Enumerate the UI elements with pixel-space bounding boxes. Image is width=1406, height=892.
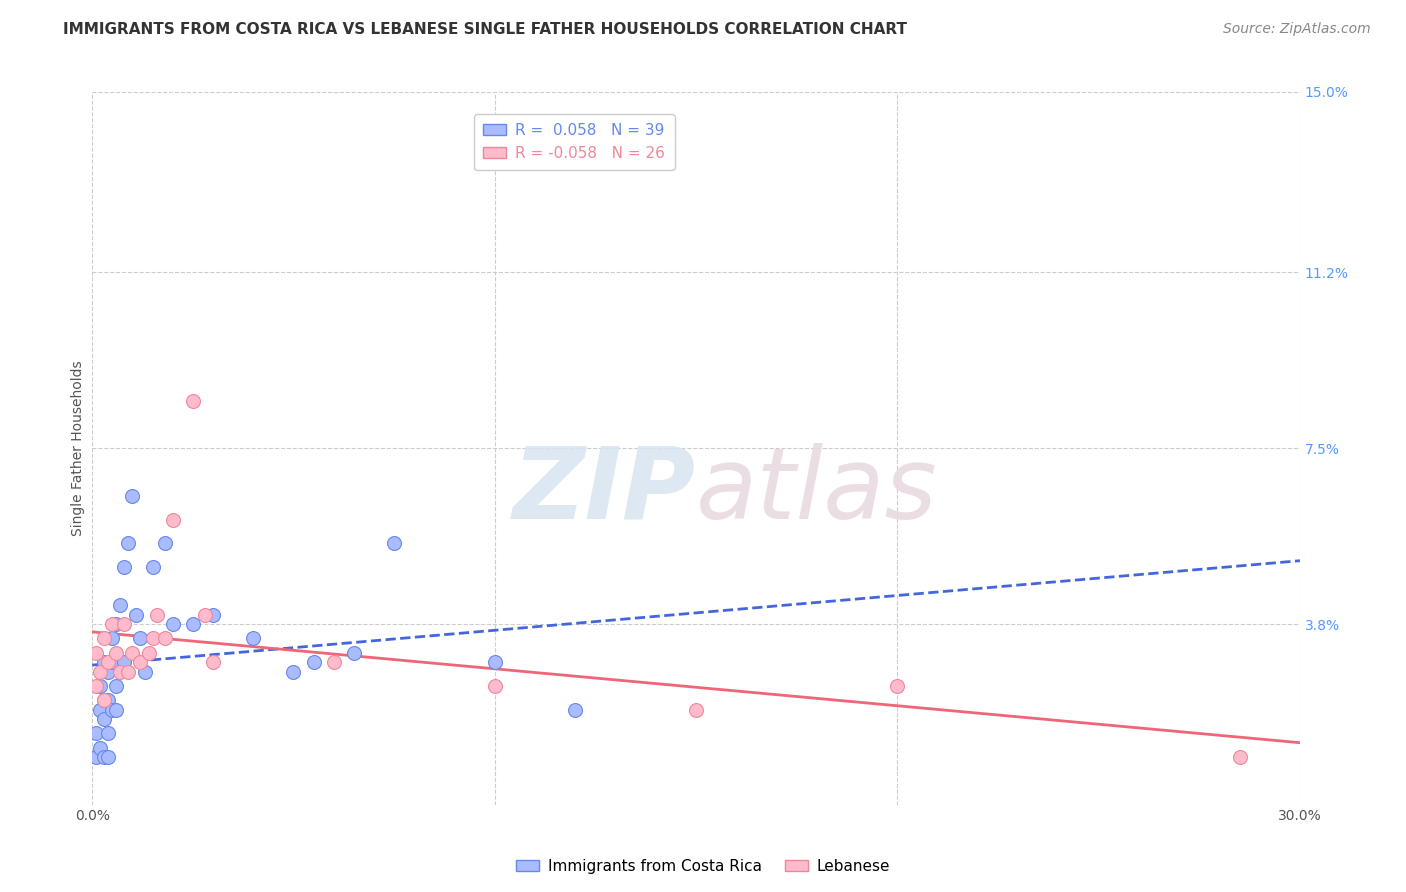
Point [93,750,115,764]
Point [105,617,128,632]
Point [105,679,128,693]
Point [97,750,120,764]
Point [886,679,908,693]
Y-axis label: Single Father Households: Single Father Households [72,360,86,536]
Point [343,646,366,660]
Point [283,665,305,679]
Point [181,393,204,408]
Point [89,679,111,693]
Point [153,632,176,646]
Point [101,702,124,716]
Point [242,632,264,646]
Point [101,617,124,632]
Point [322,655,344,669]
Point [134,665,156,679]
Point [484,679,506,693]
Point [84,679,107,693]
Point [84,646,107,660]
Point [121,646,143,660]
Point [110,598,132,612]
Point [84,750,107,764]
Point [685,702,707,716]
Point [484,655,506,669]
Point [142,632,165,646]
Point [93,655,115,669]
Point [129,632,152,646]
Point [117,536,139,550]
Point [97,655,120,669]
Point [145,607,167,622]
Text: atlas: atlas [696,442,938,540]
Point [101,655,124,669]
Point [201,607,224,622]
Point [93,693,115,707]
Text: ZIP: ZIP [513,442,696,540]
Point [89,702,111,716]
Point [89,740,111,755]
Point [201,655,224,669]
Point [97,693,120,707]
Legend: R =  0.058   N = 39, R = -0.058   N = 26: R = 0.058 N = 39, R = -0.058 N = 26 [474,114,675,169]
Point [125,607,148,622]
Point [162,617,184,632]
Point [101,632,124,646]
Point [93,693,115,707]
Point [110,665,132,679]
Point [97,665,120,679]
Point [105,646,128,660]
Point [112,655,135,669]
Legend: Immigrants from Costa Rica, Lebanese: Immigrants from Costa Rica, Lebanese [509,853,897,880]
Point [142,560,165,574]
Point [89,665,111,679]
Point [1229,750,1251,764]
Point [382,536,405,550]
Point [84,726,107,740]
Point [194,607,217,622]
Point [302,655,325,669]
Point [112,617,135,632]
Point [129,655,152,669]
Text: Source: ZipAtlas.com: Source: ZipAtlas.com [1223,22,1371,37]
Point [153,536,176,550]
Point [138,646,160,660]
Point [121,489,143,503]
Point [93,632,115,646]
Point [564,702,586,716]
Point [112,560,135,574]
Point [93,712,115,726]
Text: IMMIGRANTS FROM COSTA RICA VS LEBANESE SINGLE FATHER HOUSEHOLDS CORRELATION CHAR: IMMIGRANTS FROM COSTA RICA VS LEBANESE S… [63,22,907,37]
Point [117,665,139,679]
Point [97,726,120,740]
Point [105,702,128,716]
Point [181,617,204,632]
Point [162,512,184,526]
